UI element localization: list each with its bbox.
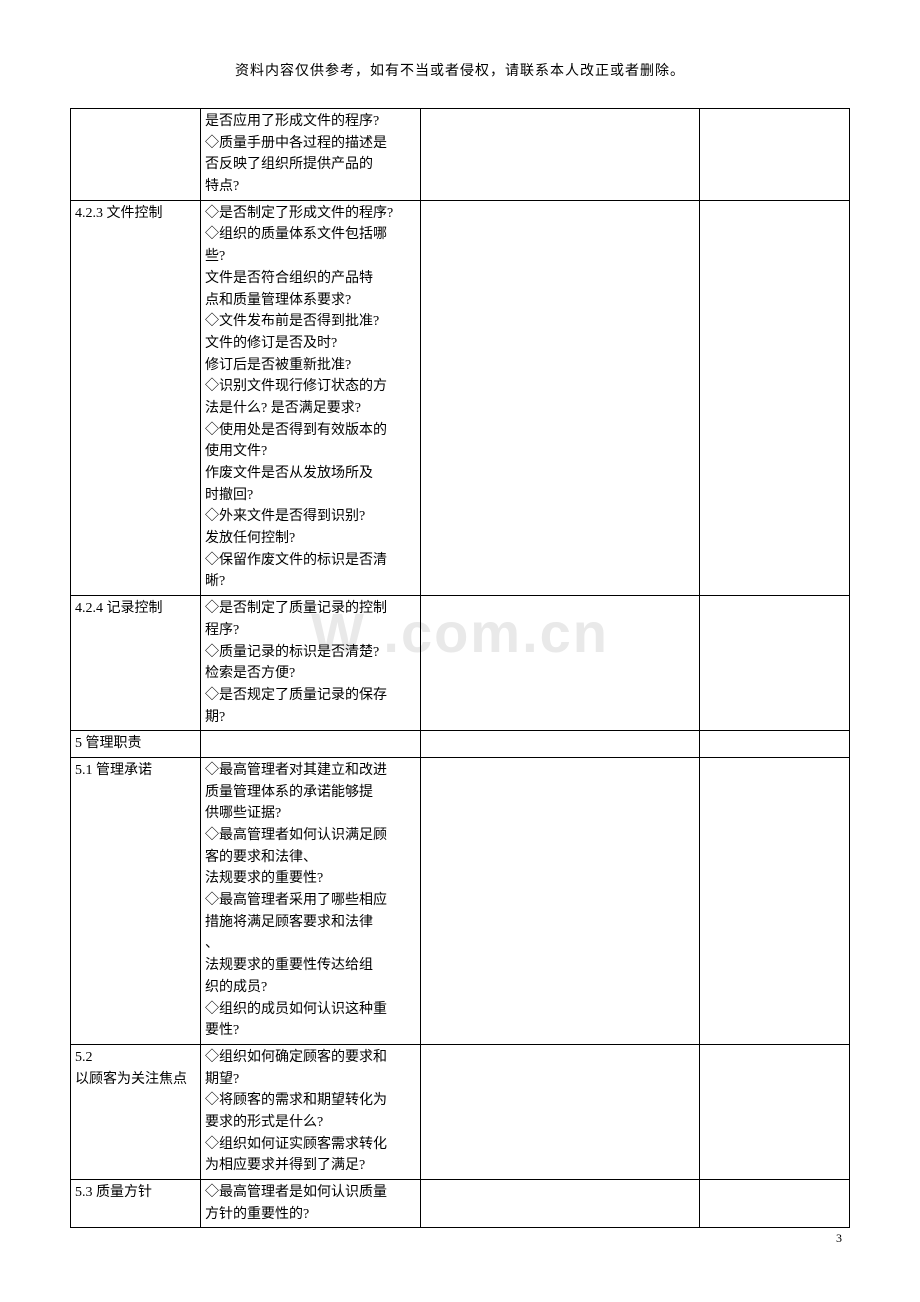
row-blank-1 [421,757,700,1044]
row-label: 5 管理职责 [71,731,201,758]
row-label: 5.2 以顾客为关注焦点 [71,1044,201,1179]
row-content [201,731,421,758]
row-blank-1 [421,200,700,595]
row-label: 4.2.3 文件控制 [71,200,201,595]
table-row: 4.2.3 文件控制 ◇是否制定了形成文件的程序? ◇组织的质量体系文件包括哪 … [71,200,850,595]
table-row: 5.3 质量方针 ◇最高管理者是如何认识质量 方针的重要性的? [71,1180,850,1228]
row-content: ◇最高管理者对其建立和改进 质量管理体系的承诺能够提 供哪些证据? ◇最高管理者… [201,757,421,1044]
row-content: ◇最高管理者是如何认识质量 方针的重要性的? [201,1180,421,1228]
table-row: 5.1 管理承诺 ◇最高管理者对其建立和改进 质量管理体系的承诺能够提 供哪些证… [71,757,850,1044]
row-blank-2 [700,1180,850,1228]
row-blank-2 [700,1044,850,1179]
checklist-table: 是否应用了形成文件的程序? ◇质量手册中各过程的描述是 否反映了组织所提供产品的… [70,108,850,1228]
row-content: ◇是否制定了形成文件的程序? ◇组织的质量体系文件包括哪 些? 文件是否符合组织… [201,200,421,595]
row-blank-1 [421,731,700,758]
row-content: 是否应用了形成文件的程序? ◇质量手册中各过程的描述是 否反映了组织所提供产品的… [201,109,421,201]
page-number: 3 [836,1231,842,1246]
row-content: ◇是否制定了质量记录的控制 程序? ◇质量记录的标识是否清楚? 检索是否方便? … [201,596,421,731]
row-content: ◇组织如何确定顾客的要求和 期望? ◇将顾客的需求和期望转化为 要求的形式是什么… [201,1044,421,1179]
row-label: 4.2.4 记录控制 [71,596,201,731]
row-blank-2 [700,109,850,201]
row-blank-1 [421,1044,700,1179]
row-blank-2 [700,200,850,595]
table-row: 5 管理职责 [71,731,850,758]
table-body: 是否应用了形成文件的程序? ◇质量手册中各过程的描述是 否反映了组织所提供产品的… [71,109,850,1228]
document-page: 资料内容仅供参考，如有不当或者侵权，请联系本人改正或者删除。 是否应用了形成文件… [0,0,920,1268]
row-blank-1 [421,596,700,731]
row-blank-2 [700,596,850,731]
row-label: 5.3 质量方针 [71,1180,201,1228]
table-row: 5.2 以顾客为关注焦点 ◇组织如何确定顾客的要求和 期望? ◇将顾客的需求和期… [71,1044,850,1179]
table-row: 是否应用了形成文件的程序? ◇质量手册中各过程的描述是 否反映了组织所提供产品的… [71,109,850,201]
row-blank-1 [421,1180,700,1228]
row-label [71,109,201,201]
row-blank-2 [700,757,850,1044]
table-row: 4.2.4 记录控制 ◇是否制定了质量记录的控制 程序? ◇质量记录的标识是否清… [71,596,850,731]
row-blank-1 [421,109,700,201]
page-header-note: 资料内容仅供参考，如有不当或者侵权，请联系本人改正或者删除。 [70,60,850,80]
row-label: 5.1 管理承诺 [71,757,201,1044]
row-blank-2 [700,731,850,758]
